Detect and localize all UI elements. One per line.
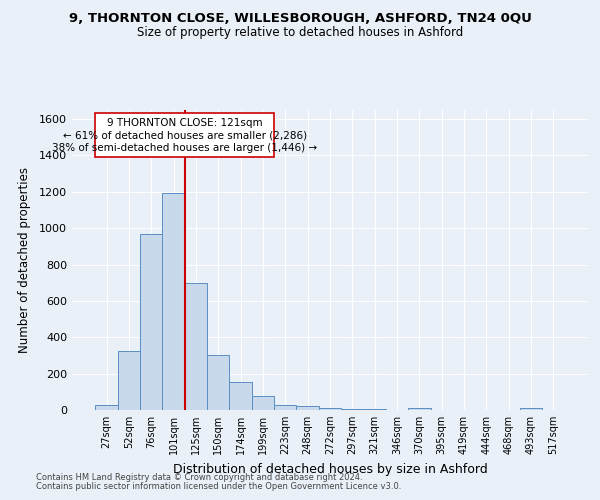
Bar xyxy=(296,406,319,410)
Text: 9, THORNTON CLOSE, WILLESBOROUGH, ASHFORD, TN24 0QU: 9, THORNTON CLOSE, WILLESBOROUGH, ASHFOR… xyxy=(68,12,532,26)
Bar xyxy=(207,354,229,410)
Bar xyxy=(229,382,252,410)
Bar xyxy=(408,408,431,410)
Text: 38% of semi-detached houses are larger (1,446) →: 38% of semi-detached houses are larger (… xyxy=(52,144,317,154)
Bar xyxy=(319,408,341,410)
Y-axis label: Number of detached properties: Number of detached properties xyxy=(17,167,31,353)
Bar xyxy=(95,406,118,410)
Text: Size of property relative to detached houses in Ashford: Size of property relative to detached ho… xyxy=(137,26,463,39)
FancyBboxPatch shape xyxy=(95,112,274,158)
Text: 9 THORNTON CLOSE: 121sqm: 9 THORNTON CLOSE: 121sqm xyxy=(107,118,263,128)
X-axis label: Distribution of detached houses by size in Ashford: Distribution of detached houses by size … xyxy=(173,462,487,475)
Text: ← 61% of detached houses are smaller (2,286): ← 61% of detached houses are smaller (2,… xyxy=(63,131,307,141)
Bar xyxy=(185,282,207,410)
Text: Contains HM Land Registry data © Crown copyright and database right 2024.: Contains HM Land Registry data © Crown c… xyxy=(36,474,362,482)
Bar xyxy=(520,408,542,410)
Bar xyxy=(341,408,364,410)
Bar xyxy=(140,234,163,410)
Bar xyxy=(364,408,386,410)
Bar xyxy=(252,396,274,410)
Bar xyxy=(118,351,140,410)
Text: Contains public sector information licensed under the Open Government Licence v3: Contains public sector information licen… xyxy=(36,482,401,491)
Bar xyxy=(163,192,185,410)
Bar xyxy=(274,404,296,410)
